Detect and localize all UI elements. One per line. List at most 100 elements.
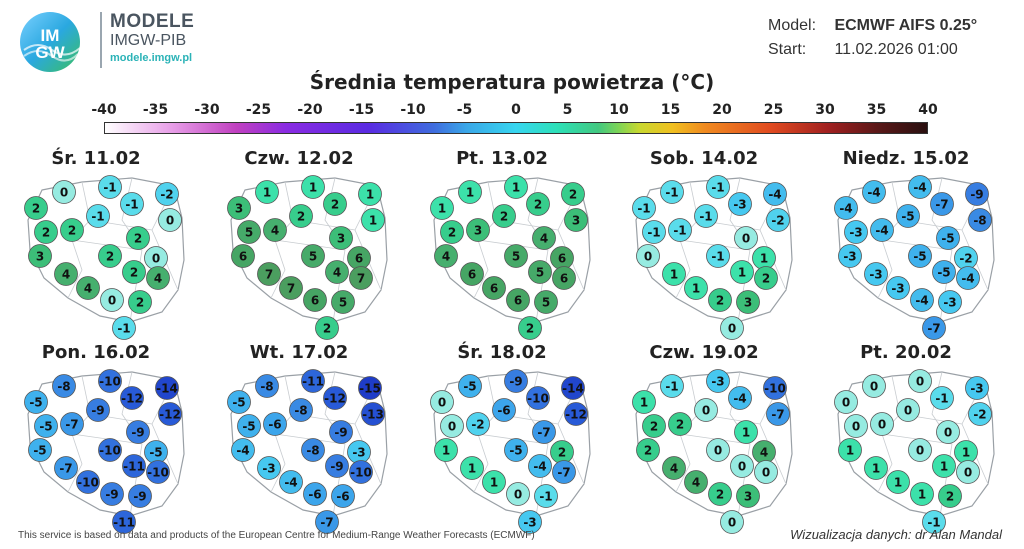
page-title: Średnia temperatura powietrza (°C) (309, 70, 715, 94)
panel-date-title: Pt. 13.02 (456, 148, 548, 169)
temperature-value: 2 (32, 202, 40, 216)
temperature-circle (763, 376, 787, 400)
brand-url-link[interactable]: modele.imgw.pl (110, 52, 193, 64)
model-value: ECMWF AIFS 0.25° (834, 17, 978, 34)
temperature-value: 2 (323, 322, 331, 336)
temperature-marker: -6 (492, 398, 516, 422)
temperature-value: -6 (336, 490, 349, 504)
temperature-circle (482, 470, 506, 494)
temperature-value: -7 (537, 426, 550, 440)
temperature-circle (158, 402, 182, 426)
temperature-marker: 0 (936, 420, 960, 444)
temperature-value: 2 (136, 296, 144, 310)
temperature-value: 0 (728, 516, 736, 530)
temperature-marker: 1 (434, 438, 458, 462)
temperature-value: 0 (60, 186, 68, 200)
temperature-marker: 4 (662, 456, 686, 480)
temperature-value: 2 (644, 444, 652, 458)
temperature-value: 3 (744, 490, 752, 504)
temperature-circle (331, 484, 355, 508)
temperature-circle (120, 386, 144, 410)
temperature-value: -10 (350, 466, 372, 480)
temperature-value: -4 (284, 476, 297, 490)
temperature-value: 3 (572, 214, 580, 228)
temperature-circle (870, 412, 894, 436)
temperature-marker: 5 (534, 290, 558, 314)
temperature-value: 1 (366, 188, 374, 202)
temperature-value: -7 (557, 466, 570, 480)
temperature-marker: -1 (930, 386, 954, 410)
temperature-value: 1 (670, 268, 678, 282)
temperature-value: -1 (935, 392, 948, 406)
temperature-circle (458, 180, 482, 204)
panel-date-title: Śr. 11.02 (51, 148, 141, 169)
temperature-circle (968, 208, 992, 232)
panel-date-title: Niedz. 15.02 (842, 148, 970, 169)
temperature-marker: -1 (642, 220, 666, 244)
temperature-value: -9 (334, 426, 347, 440)
temperature-value: -5 (913, 250, 926, 264)
temperature-marker: -10 (349, 460, 373, 484)
temperature-value: 0 (878, 418, 886, 432)
logo-text-top: IM (41, 26, 60, 45)
temperature-marker: 1 (932, 454, 956, 478)
temperature-value: -5 (242, 420, 255, 434)
temperature-marker: 3 (564, 208, 588, 232)
brand-title: MODELE (110, 11, 195, 32)
temperature-circle (706, 369, 730, 393)
forecast-panel: Pon. 16.02 -8 -10 -14 -5 -12 -9 -12 -5 -7 -9 -5 -10-… (12, 342, 212, 534)
scale-tick-label: 0 (511, 102, 521, 118)
forecast-panel: Śr. 18.02 -5 -9 -14 0 -10 -6 -12 0 -2 -7 1 -5 2 -4 1 1 -7… (418, 342, 618, 534)
temperature-value: -5 (941, 232, 954, 246)
forecast-panel: Śr. 11.02 0 -1 -2 2 -1 -1 0 2 2 2 3 2 0 2 4 4 4 0 2 -1 (12, 148, 212, 340)
temperature-circle (552, 460, 576, 484)
temperature-circle (231, 244, 255, 268)
temperature-value: 1 (742, 426, 750, 440)
temperature-circle (526, 192, 550, 216)
start-value: 11.02.2026 01:00 (834, 41, 958, 58)
temperature-marker: -6 (303, 482, 327, 506)
temperature-value: 0 (448, 420, 456, 434)
temperature-circle (834, 196, 858, 220)
temperature-circle (482, 276, 506, 300)
temperature-value: -2 (959, 252, 972, 266)
temperature-circle (936, 420, 960, 444)
temperature-value: 0 (714, 444, 722, 458)
temperature-value: 4 (692, 476, 700, 490)
temperature-value: -4 (875, 224, 888, 238)
temperature-marker: 2 (518, 316, 542, 340)
temperature-circle (231, 438, 255, 462)
temperature-marker: 2 (440, 220, 464, 244)
temperature-circle (98, 369, 122, 393)
temperature-marker: 1 (662, 262, 686, 286)
temperature-marker: 0 (144, 246, 168, 270)
temperature-value: 7 (287, 282, 295, 296)
temperature-value: 1 (468, 462, 476, 476)
footer-credit: Wizualizacja danych: dr Alan Mandal (790, 527, 1002, 542)
temperature-marker: 3 (28, 244, 52, 268)
temperature-value: 0 (644, 250, 652, 264)
temperature-marker: -7 (54, 456, 78, 480)
temperature-circle (706, 438, 730, 462)
scale-tick-label: -35 (142, 102, 169, 118)
temperature-circle (34, 220, 58, 244)
temperature-circle (728, 386, 752, 410)
temperature-marker: -1 (668, 218, 692, 242)
temperature-marker: -7 (60, 412, 84, 436)
temperature-value: 1 (438, 202, 446, 216)
temperature-marker: -5 (908, 244, 932, 268)
temperature-circle (636, 438, 660, 462)
temperature-circle (552, 266, 576, 290)
temperature-marker: 0 (100, 288, 124, 312)
temperature-marker: -7 (532, 420, 556, 444)
temperature-value: 2 (676, 418, 684, 432)
temperature-value: -5 (937, 266, 950, 280)
temperature-value: 4 (760, 446, 768, 460)
forecast-panel: Sob. 14.02 -1 -1 -4 -1 -3 -1 -2 -1 -1 0 0 -1 1 1 1 1 2 2 3 0 (620, 148, 820, 340)
footer-disclaimer: This service is based on data and produc… (18, 530, 535, 541)
temperature-marker: 1 (684, 276, 708, 300)
temperature-marker: -1 (534, 484, 558, 508)
temperature-circle (112, 510, 136, 534)
temperature-value: -4 (236, 444, 249, 458)
temperature-marker: 0 (720, 510, 744, 534)
